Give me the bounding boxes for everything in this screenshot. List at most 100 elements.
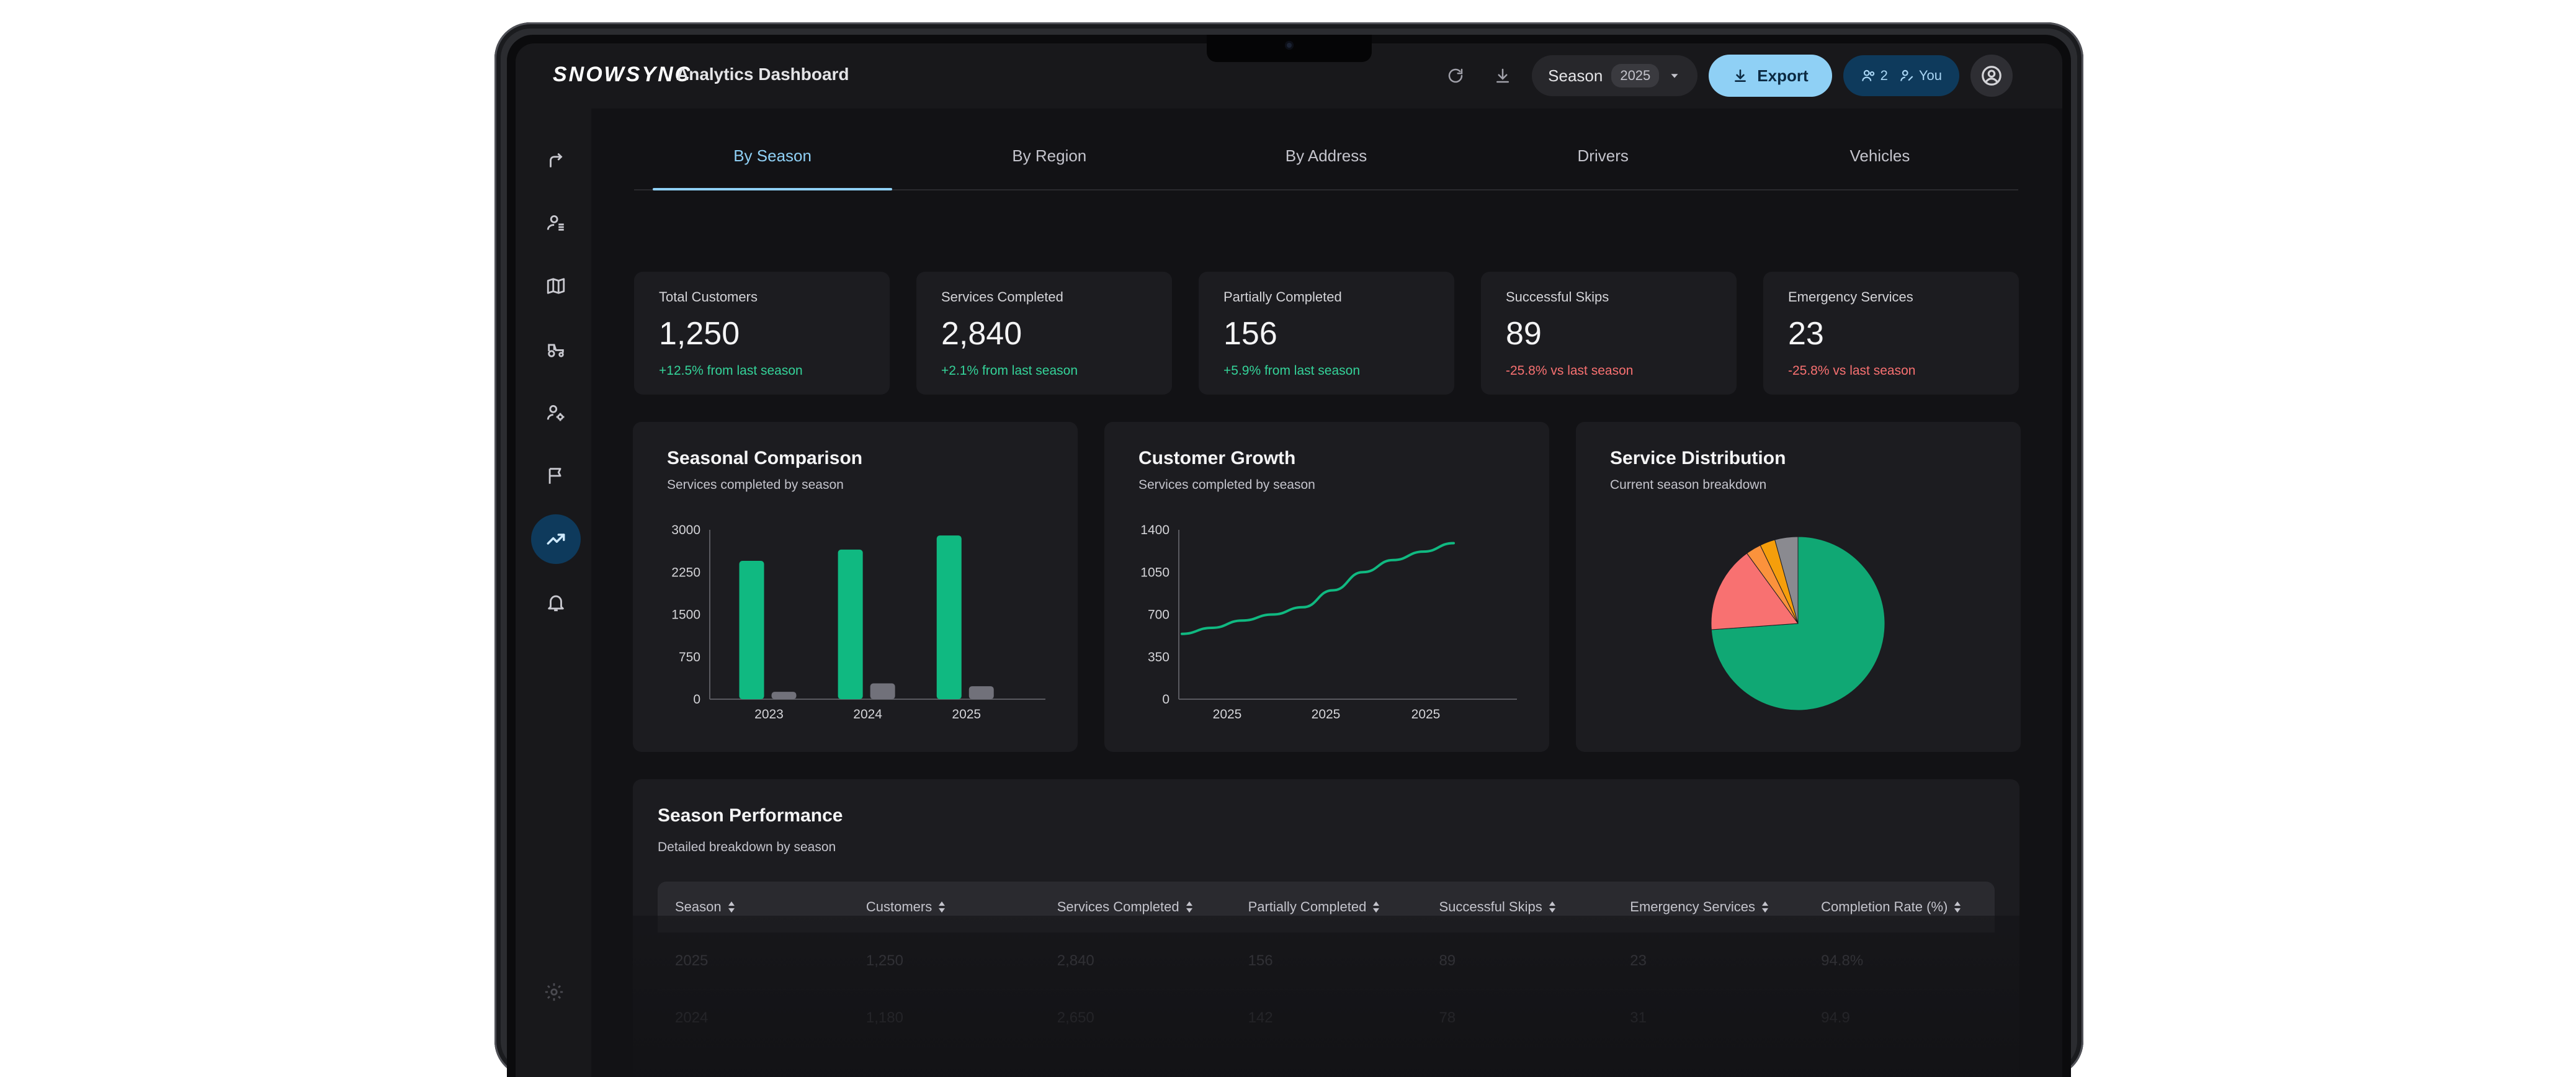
y-tick-label: 350: [1148, 650, 1169, 664]
y-tick-label: 0: [1162, 692, 1169, 707]
column-header-completion-rate[interactable]: Completion Rate (%): [1804, 899, 1995, 915]
x-tick-label: 2025: [1312, 707, 1341, 722]
column-header-customers[interactable]: Customers: [849, 899, 1040, 915]
sort-icon: [1762, 901, 1769, 913]
camera-notch: [1206, 35, 1372, 62]
seasonal-comparison-panel: Seasonal Comparison Services completed b…: [633, 422, 1078, 752]
users-icon: [547, 215, 564, 231]
avatar[interactable]: [1970, 55, 2013, 97]
season-select[interactable]: Season 2025: [1532, 55, 1698, 96]
pie-slice: [1711, 553, 1799, 630]
table-cell: 2,840: [1057, 952, 1094, 969]
column-label: Completion Rate (%): [1821, 899, 1948, 914]
bar: [838, 549, 863, 699]
x-tick-label: 2025: [1411, 707, 1441, 722]
x-tick-label: 2025: [952, 707, 981, 722]
sidebar-item-user-settings[interactable]: [531, 388, 581, 437]
tab-vehicles[interactable]: Vehicles: [1849, 146, 1910, 165]
pie-slice: [1774, 536, 1799, 624]
table-cell: 156: [1248, 952, 1273, 969]
stat-label: Successful Skips: [1506, 289, 1609, 305]
gear-icon: [545, 983, 563, 1001]
column-label: Services Completed: [1057, 899, 1179, 914]
column-header-successful-skips[interactable]: Successful Skips: [1421, 899, 1612, 915]
flag-icon: [548, 468, 561, 484]
sidebar-item-routes[interactable]: [531, 135, 581, 184]
sidebar-item-customers[interactable]: [531, 198, 581, 248]
column-header-partially-completed[interactable]: Partially Completed: [1231, 899, 1422, 915]
stat-card-successful-skips: Successful Skips 89 -25.8% vs last seaso…: [1481, 272, 1737, 395]
app-screen: SNOWSYNC Analytics Dashboard Season 2025: [516, 43, 2062, 1077]
customer-growth-panel: Customer Growth Services completed by se…: [1104, 422, 1549, 752]
panel-subtitle: Services completed by season: [667, 478, 844, 492]
table-cell: 31: [1630, 1009, 1647, 1026]
tab-bar: By Season By Region By Address Drivers V…: [634, 143, 2018, 190]
panel-subtitle: Detailed breakdown by season: [658, 840, 836, 854]
stat-card-partially-completed: Partially Completed 156 +5.9% from last …: [1199, 272, 1454, 395]
sidebar-item-analytics[interactable]: [531, 514, 581, 564]
table-cell: 1,250: [865, 952, 903, 969]
trending-up-icon: [547, 534, 565, 545]
series-line: [1181, 542, 1455, 635]
users-icon: [1861, 69, 1874, 81]
tab-drivers[interactable]: Drivers: [1577, 146, 1629, 165]
you-label: You: [1918, 68, 1942, 83]
stat-value: 89: [1506, 316, 1542, 352]
page-title: Analytics Dashboard: [676, 65, 849, 84]
camera-dot: [1284, 41, 1294, 50]
refresh-button[interactable]: [1438, 58, 1474, 94]
x-tick-label: 2025: [1213, 707, 1242, 722]
table-cell: 89: [1439, 952, 1456, 969]
table-row[interactable]: 2024 1,180 2,650 142 78 31 94.9: [658, 990, 1995, 1047]
x-tick-label: 2023: [754, 707, 784, 722]
user-cog-icon: [547, 404, 565, 421]
table-cell: 2,650: [1057, 1009, 1094, 1026]
settings-button[interactable]: [543, 981, 565, 1006]
season-performance-panel: Season Performance Detailed breakdown by…: [633, 779, 2019, 1077]
stat-value: 23: [1788, 316, 1824, 352]
table-cell: 94.8%: [1821, 952, 1864, 969]
y-tick-label: 1500: [671, 608, 700, 622]
sort-icon: [939, 901, 946, 913]
table-cell: 1,180: [865, 1009, 903, 1026]
sidebar-item-reports[interactable]: [531, 451, 581, 501]
bell-icon: [548, 595, 564, 612]
column-header-emergency-services[interactable]: Emergency Services: [1612, 899, 1804, 915]
download-button[interactable]: [1485, 58, 1521, 94]
sidebar-item-vehicles[interactable]: [531, 324, 581, 374]
tab-by-region[interactable]: By Region: [1012, 146, 1087, 165]
bar: [870, 683, 895, 699]
table-header: Season Customers Services Completed Part…: [658, 882, 1995, 932]
export-button[interactable]: Export: [1709, 55, 1832, 97]
stat-label: Services Completed: [941, 289, 1063, 305]
sidebar-item-notifications[interactable]: [531, 578, 581, 627]
x-tick-label: 2024: [853, 707, 882, 722]
stat-card-services-completed: Services Completed 2,840 +2.1% from last…: [916, 272, 1172, 395]
panel-title: Season Performance: [658, 805, 843, 826]
chevron-down-icon: [1671, 74, 1678, 78]
column-header-season[interactable]: Season: [658, 899, 849, 915]
collaborators-button[interactable]: 2 You: [1843, 55, 1959, 96]
stat-card-emergency-services: Emergency Services 23 -25.8% vs last sea…: [1763, 272, 2019, 395]
stat-value: 156: [1223, 316, 1277, 352]
sidebar-item-map[interactable]: [531, 261, 581, 311]
sort-icon: [1954, 901, 1961, 913]
bar: [936, 535, 962, 699]
bar: [739, 561, 764, 699]
stat-value: 2,840: [941, 316, 1022, 352]
panel-title: Seasonal Comparison: [667, 448, 863, 468]
y-tick-label: 3000: [671, 523, 700, 537]
service-distribution-pie-chart: [1711, 536, 1885, 711]
app-logo[interactable]: SNOWSYNC: [553, 63, 692, 86]
refresh-icon: [1448, 68, 1463, 83]
column-label: Emergency Services: [1630, 899, 1756, 914]
season-label: Season: [1548, 66, 1603, 85]
download-icon: [1735, 69, 1746, 82]
table-row[interactable]: 2025 1,250 2,840 156 89 23 94.8%: [658, 932, 1995, 990]
tab-by-season[interactable]: By Season: [634, 143, 911, 190]
sort-icon: [1373, 901, 1380, 913]
sort-icon: [1186, 901, 1192, 913]
tab-by-address[interactable]: By Address: [1285, 146, 1367, 165]
table-cell: 94.9: [1821, 1009, 1850, 1026]
column-header-services-completed[interactable]: Services Completed: [1040, 899, 1231, 915]
